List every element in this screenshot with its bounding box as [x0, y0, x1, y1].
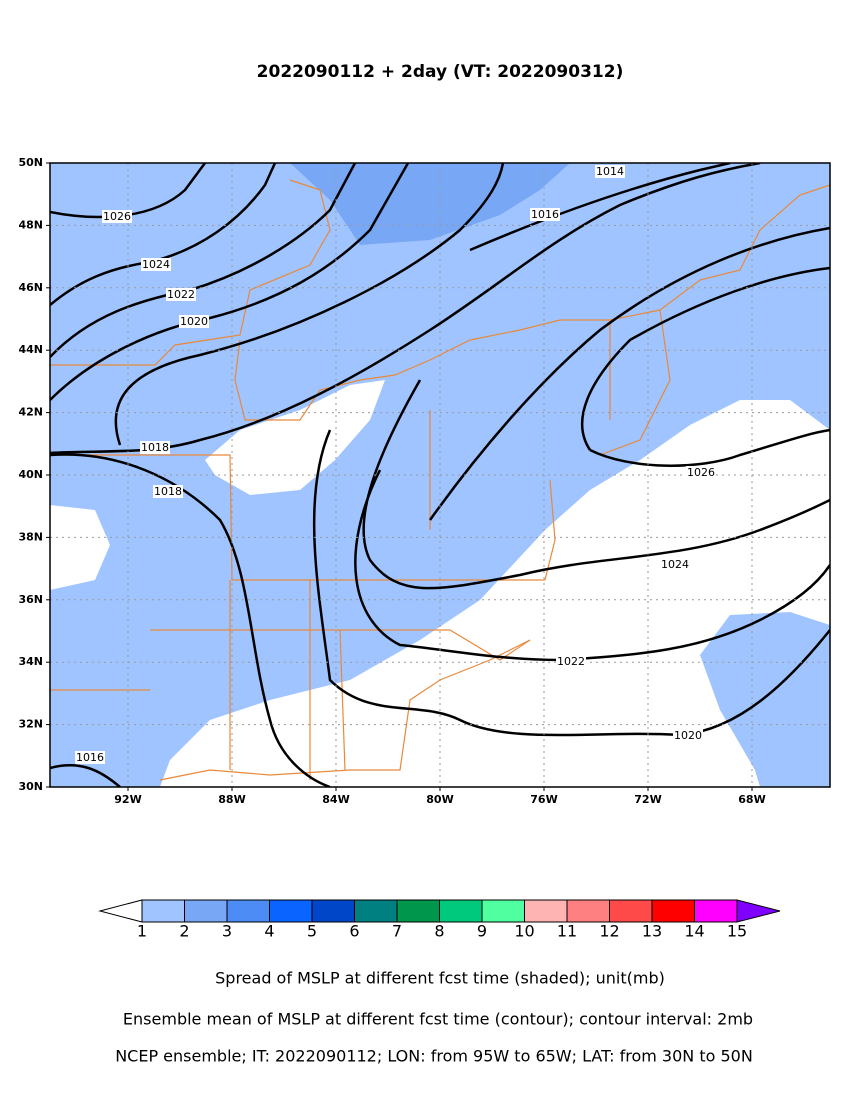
colorbar-box	[184, 899, 228, 923]
lon-tick-label: 76W	[530, 793, 557, 806]
lon-tick-label: 80W	[426, 793, 453, 806]
grid: 50N 48N 46N 44N 42N 40N 38N 36N 34N 32N 30N 92W 88W 8…	[18, 156, 830, 806]
contour-label-bg	[140, 441, 170, 454]
caption: Spread of MSLP at different fcst time (s…	[215, 969, 665, 988]
colorbar-label: 1	[137, 922, 147, 941]
contour-label: 1026	[103, 210, 131, 223]
lat-tick-label: 36N	[18, 593, 43, 606]
colorbar-label: 13	[642, 922, 662, 941]
lon-tick-label: 92W	[114, 793, 141, 806]
lat-tick-label: 32N	[18, 718, 43, 731]
colorbar-box	[311, 899, 355, 923]
colorbar-label: 11	[557, 922, 577, 941]
lat-tick-label: 40N	[18, 468, 43, 481]
lon-tick-label: 84W	[322, 793, 349, 806]
shade	[160, 400, 830, 787]
lat-tick-label: 30N	[18, 780, 43, 793]
lon-tick-label: 72W	[634, 793, 661, 806]
caption: Ensemble mean of MSLP at different fcst …	[123, 1010, 753, 1029]
contour-label-bg	[75, 751, 105, 764]
lat-tick-label: 38N	[18, 530, 43, 543]
lon-tick-label: 68W	[738, 793, 765, 806]
colorbar-box	[481, 899, 525, 923]
shade	[50, 505, 110, 590]
captions: Spread of MSLP at different fcst time (s…	[115, 969, 753, 1066]
colorbar-label: 8	[434, 922, 444, 941]
map-frame	[49, 162, 831, 788]
caption: NCEP ensemble; IT: 2022090112; LON: from…	[115, 1047, 753, 1066]
lon-tick-label: 88W	[218, 793, 245, 806]
lat-tick-label: 34N	[18, 655, 43, 668]
shade	[290, 163, 570, 245]
contour-label: 1018	[141, 441, 169, 454]
lat-tick-label: 48N	[18, 218, 43, 231]
contour-label-bg	[556, 655, 586, 668]
colorbar-box	[269, 899, 313, 923]
contour-label-bg	[102, 210, 132, 223]
lat-tick-label: 44N	[18, 343, 43, 356]
colorbar-label: 12	[599, 922, 619, 941]
colorbar-box	[226, 899, 270, 923]
colorbar-label: 3	[222, 922, 232, 941]
contour-label-bg	[530, 208, 560, 221]
contour-label-bg	[660, 558, 690, 571]
shade	[205, 380, 385, 495]
colorbar-label: 10	[514, 922, 534, 941]
contour-label-bg	[166, 288, 196, 301]
colorbar-label: 2	[179, 922, 189, 941]
colorbar-box	[694, 899, 738, 923]
contour-label: 1022	[167, 288, 195, 301]
contour-label: 1016	[76, 751, 104, 764]
contour-label-bg	[141, 258, 171, 271]
colorbar-box	[609, 899, 653, 923]
colorbar-label: 9	[477, 922, 487, 941]
contour-label-bg	[153, 485, 183, 498]
colorbar: 1 2 3 4 5 6 7 8 9 10 11 12 13 14 15	[98, 899, 781, 941]
colorbar-box	[354, 899, 398, 923]
contour-labels: 1014 1026 1016 1024 1022 1020 1018 1018 …	[75, 165, 716, 764]
colorbar-label: 14	[684, 922, 704, 941]
lat-tick-label: 42N	[18, 406, 43, 419]
contour-label-bg	[686, 466, 716, 479]
colorbar-box	[439, 899, 483, 923]
colorbar-box	[524, 899, 568, 923]
contour-label-bg	[673, 729, 703, 742]
contour-label-bg	[179, 315, 209, 328]
colorbar-box	[651, 899, 695, 923]
contour-label: 1020	[180, 315, 208, 328]
colorbar-label: 5	[307, 922, 317, 941]
colorbar-box	[141, 899, 185, 923]
contour-label: 1020	[674, 729, 702, 742]
contour-label: 1026	[687, 466, 715, 479]
contour-label: 1014	[596, 165, 624, 178]
colorbar-over	[736, 899, 781, 923]
title: 2022090112 + 2day (VT: 2022090312)	[257, 62, 624, 82]
contour-label: 1022	[557, 655, 585, 668]
colorbar-box	[566, 899, 610, 923]
colorbar-label: 4	[264, 922, 274, 941]
contour-label-bg	[595, 165, 625, 178]
colorbar-box	[396, 899, 440, 923]
colorbar-label: 7	[392, 922, 402, 941]
contour-label: 1024	[142, 258, 170, 271]
borders	[50, 179, 830, 781]
colorbar-label: 6	[349, 922, 359, 941]
lat-tick-label: 46N	[18, 281, 43, 294]
colorbar-label: 15	[727, 922, 747, 941]
colorbar-under	[98, 899, 143, 923]
lat-tick-label: 50N	[18, 156, 43, 169]
shade	[700, 612, 830, 787]
contour-label: 1018	[154, 485, 182, 498]
contour-label: 1016	[531, 208, 559, 221]
contour-label: 1024	[661, 558, 689, 571]
